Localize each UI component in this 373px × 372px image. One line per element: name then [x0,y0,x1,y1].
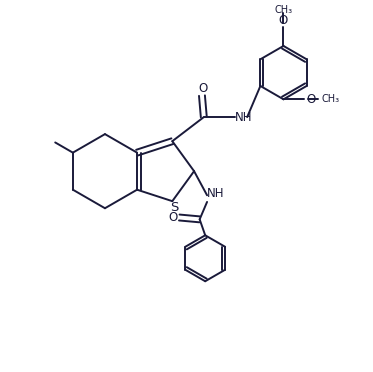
Text: CH₃: CH₃ [322,94,340,104]
Text: O: O [279,14,288,27]
Text: S: S [170,201,178,214]
Text: NH: NH [207,187,224,200]
Text: NH: NH [235,110,252,124]
Text: O: O [168,211,177,224]
Text: CH₃: CH₃ [275,4,292,15]
Text: O: O [307,93,316,106]
Text: O: O [198,83,207,96]
